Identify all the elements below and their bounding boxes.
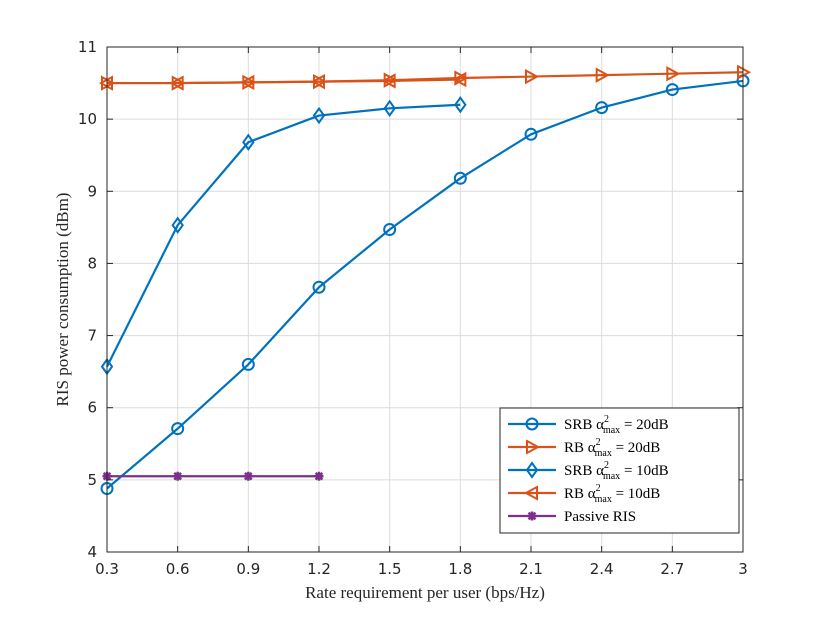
legend-marker bbox=[523, 485, 538, 501]
series-1-point bbox=[524, 127, 538, 141]
series-1-point bbox=[241, 357, 255, 371]
series-2-point bbox=[525, 68, 540, 85]
y-tick-label: 11 bbox=[78, 38, 97, 56]
legend-marker bbox=[526, 439, 541, 455]
series-4-point bbox=[240, 74, 255, 91]
series-1-point bbox=[383, 223, 397, 237]
x-tick-label: 1.5 bbox=[378, 560, 402, 578]
y-axis-title: RIS power consumption (dBm) bbox=[53, 193, 72, 407]
y-tick-label: 9 bbox=[87, 182, 97, 200]
y-tick-label: 8 bbox=[87, 254, 97, 272]
series-3-point bbox=[242, 133, 255, 151]
x-tick-label: 0.3 bbox=[95, 560, 119, 578]
series-1-point bbox=[665, 83, 679, 97]
series-1-point bbox=[453, 171, 467, 185]
legend-item: Passive RIS bbox=[508, 509, 636, 525]
y-tick-label: 6 bbox=[87, 399, 97, 417]
y-tick-label: 5 bbox=[87, 471, 97, 489]
legend-label: SRB α2 max = 20dB bbox=[564, 414, 669, 436]
legend-item: RB α2 max = 10dB bbox=[508, 483, 660, 505]
axis-ticks: 0.3 0.6 0.9 1.2 1.5 1.8 2.1 2.4 2.7 3 4 5 6 7 8 9 10 11 bbox=[78, 38, 748, 578]
series-5-point bbox=[314, 471, 324, 481]
y-tick-label: 7 bbox=[87, 327, 97, 345]
plot-frame bbox=[106, 46, 744, 553]
series-3-point bbox=[383, 99, 396, 118]
x-tick-label: 2.7 bbox=[660, 560, 684, 578]
x-tick-label: 3 bbox=[738, 560, 748, 578]
legend-marker bbox=[525, 461, 539, 479]
series-4-point bbox=[452, 71, 467, 88]
legend-label: RB α2 max = 10dB bbox=[564, 483, 660, 505]
x-tick-label: 1.8 bbox=[448, 560, 472, 578]
series-5 bbox=[102, 471, 324, 481]
series-3-point bbox=[454, 95, 467, 114]
series-2-point bbox=[666, 66, 681, 82]
series-5-point bbox=[173, 471, 183, 481]
legend-item: SRB α2 max = 20dB bbox=[508, 414, 669, 436]
legend-label: SRB α2 max = 10dB bbox=[564, 460, 669, 482]
series-3-point bbox=[312, 106, 326, 125]
series-5-point bbox=[243, 471, 253, 481]
series-1-point bbox=[171, 422, 185, 436]
legend-box bbox=[499, 407, 740, 534]
x-tick-label: 0.9 bbox=[236, 560, 260, 578]
x-tick-label: 2.1 bbox=[519, 560, 543, 578]
legend-label: RB α2 max = 20dB bbox=[564, 437, 660, 459]
series-3-line bbox=[106, 103, 461, 368]
y-tick-label: 4 bbox=[87, 543, 97, 561]
legend-item: RB α2 max = 20dB bbox=[508, 437, 660, 459]
series-4-point bbox=[169, 75, 184, 91]
series-3-point bbox=[171, 216, 184, 234]
x-axis-title: Rate requirement per user (bps/Hz) bbox=[305, 583, 545, 602]
series-1-line bbox=[106, 79, 744, 490]
series-4-point bbox=[381, 73, 396, 89]
x-tick-label: 0.6 bbox=[166, 560, 190, 578]
x-tick-label: 2.4 bbox=[590, 560, 614, 578]
series-2-point bbox=[595, 67, 610, 83]
legend-marker bbox=[527, 511, 537, 521]
legend-item: SRB α2 max = 10dB bbox=[508, 460, 669, 482]
series-1-point bbox=[595, 101, 609, 115]
legend-label: Passive RIS bbox=[564, 509, 636, 525]
series-4-point bbox=[310, 73, 325, 90]
series-1-point bbox=[312, 280, 326, 294]
x-tick-label: 1.2 bbox=[307, 560, 331, 578]
series-4-line bbox=[107, 78, 461, 85]
legend-marker bbox=[525, 417, 539, 431]
series-4 bbox=[98, 71, 467, 91]
y-tick-label: 10 bbox=[78, 110, 97, 128]
